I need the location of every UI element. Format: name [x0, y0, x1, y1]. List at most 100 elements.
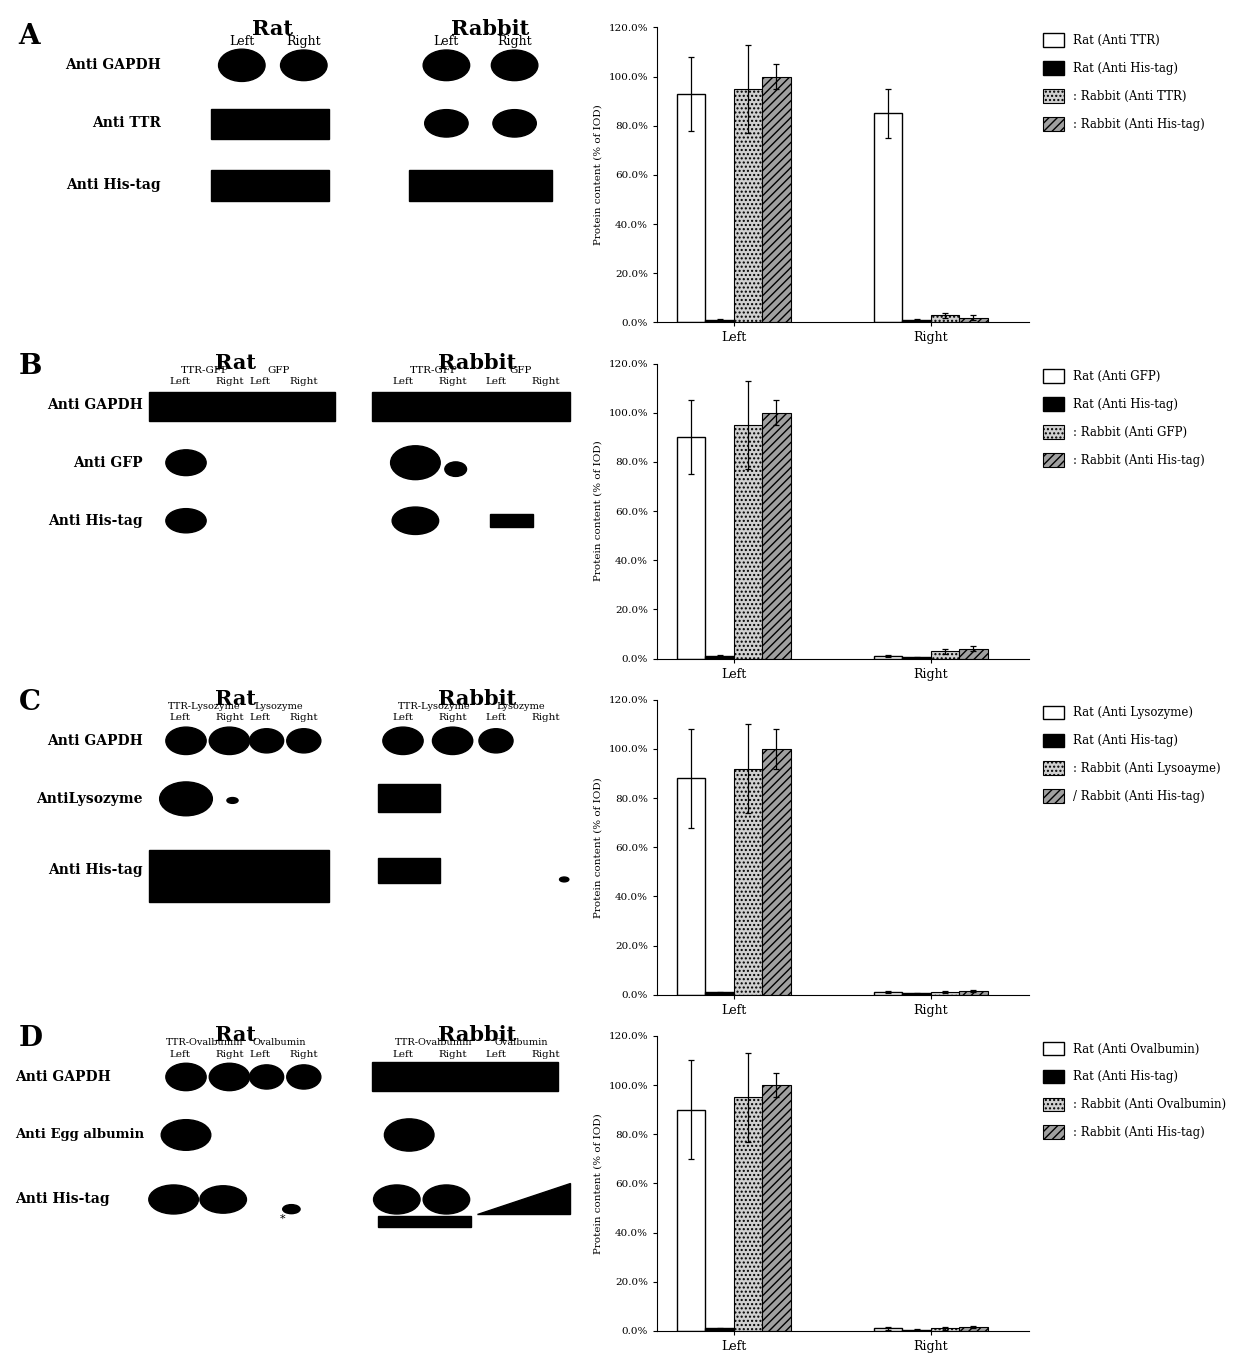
Text: Anti His-tag: Anti His-tag	[48, 863, 143, 877]
Ellipse shape	[149, 1185, 198, 1214]
Bar	[677, 778, 706, 995]
Text: Right: Right	[286, 34, 321, 48]
Text: Anti His-tag: Anti His-tag	[15, 1192, 110, 1206]
Text: Right: Right	[438, 713, 467, 723]
Ellipse shape	[491, 49, 538, 81]
Ellipse shape	[166, 450, 206, 476]
Bar	[931, 316, 960, 322]
Bar	[409, 170, 552, 200]
Text: GFP: GFP	[510, 366, 532, 375]
Ellipse shape	[166, 727, 206, 755]
Ellipse shape	[249, 1065, 284, 1089]
Text: Rat: Rat	[215, 353, 257, 373]
Text: TTR-Ovalbumin: TTR-Ovalbumin	[166, 1039, 243, 1047]
Ellipse shape	[383, 727, 423, 755]
Text: Right: Right	[497, 34, 532, 48]
Text: Right: Right	[289, 1050, 319, 1059]
Text: Anti GAPDH: Anti GAPDH	[15, 1070, 112, 1084]
Text: Left: Left	[393, 713, 413, 723]
Bar	[378, 785, 440, 812]
Text: Rabbit: Rabbit	[438, 1025, 517, 1045]
Bar	[874, 114, 903, 322]
Text: TTR-GFP: TTR-GFP	[181, 366, 228, 375]
Ellipse shape	[280, 49, 327, 81]
Text: Right: Right	[438, 1050, 467, 1059]
Text: Anti GAPDH: Anti GAPDH	[47, 398, 143, 412]
Text: *: *	[279, 1214, 285, 1224]
Ellipse shape	[423, 1185, 470, 1214]
Text: TTR-GFP: TTR-GFP	[410, 366, 458, 375]
Text: Anti His-tag: Anti His-tag	[48, 513, 143, 528]
Text: Right: Right	[215, 713, 244, 723]
Bar	[677, 93, 706, 322]
Legend: Rat (Anti TTR), Rat (Anti His-tag), : Rabbit (Anti TTR), : Rabbit (Anti His-tag): Rat (Anti TTR), Rat (Anti His-tag), : Ra…	[1043, 33, 1205, 130]
Bar	[734, 425, 763, 659]
Bar	[706, 1328, 734, 1331]
Ellipse shape	[445, 462, 466, 476]
Text: Left: Left	[229, 34, 254, 48]
Bar	[763, 749, 791, 995]
Text: Rat: Rat	[252, 19, 294, 38]
Bar	[931, 992, 960, 995]
Text: Right: Right	[289, 377, 319, 387]
Text: Anti GAPDH: Anti GAPDH	[66, 58, 161, 73]
Legend: Rat (Anti GFP), Rat (Anti His-tag), : Rabbit (Anti GFP), : Rabbit (Anti His-tag): Rat (Anti GFP), Rat (Anti His-tag), : Ra…	[1043, 369, 1205, 466]
Bar	[490, 514, 533, 527]
Bar	[960, 317, 987, 322]
Bar	[149, 392, 335, 421]
Text: Rat: Rat	[215, 1025, 257, 1045]
Ellipse shape	[392, 508, 439, 535]
Text: Right: Right	[289, 713, 319, 723]
Text: Left: Left	[486, 377, 506, 387]
Bar	[734, 768, 763, 995]
Text: TTR-Ovalbumin: TTR-Ovalbumin	[396, 1039, 472, 1047]
Text: Right: Right	[215, 1050, 244, 1059]
Bar	[763, 77, 791, 322]
Ellipse shape	[249, 729, 284, 753]
Text: Ovalbumin: Ovalbumin	[252, 1039, 306, 1047]
Bar	[378, 859, 440, 882]
Ellipse shape	[166, 1063, 206, 1091]
Bar	[931, 1328, 960, 1331]
Ellipse shape	[283, 1205, 300, 1214]
Bar	[372, 1062, 558, 1092]
Legend: Rat (Anti Ovalbumin), Rat (Anti His-tag), : Rabbit (Anti Ovalbumin), : Rabbit (A: Rat (Anti Ovalbumin), Rat (Anti His-tag)…	[1043, 1041, 1226, 1139]
Text: Anti Egg albumin: Anti Egg albumin	[15, 1129, 145, 1142]
Ellipse shape	[286, 1065, 321, 1089]
Text: Lysozyme: Lysozyme	[254, 702, 304, 711]
Text: Left: Left	[170, 713, 190, 723]
Bar	[931, 652, 960, 659]
Bar	[706, 992, 734, 995]
Text: Right: Right	[215, 377, 244, 387]
Bar	[960, 991, 987, 995]
Text: Left: Left	[486, 1050, 506, 1059]
Y-axis label: Protein content (% of IOD): Protein content (% of IOD)	[594, 1113, 603, 1254]
Bar	[734, 89, 763, 322]
Y-axis label: Protein content (% of IOD): Protein content (% of IOD)	[594, 104, 603, 246]
Bar	[211, 108, 329, 140]
Text: Rabbit: Rabbit	[438, 353, 517, 373]
Text: Left: Left	[170, 377, 190, 387]
Bar	[960, 649, 987, 659]
Text: Anti GAPDH: Anti GAPDH	[47, 734, 143, 748]
Bar	[372, 392, 570, 421]
Ellipse shape	[479, 729, 513, 753]
Bar	[763, 1085, 791, 1331]
Text: Anti TTR: Anti TTR	[92, 117, 161, 130]
Bar	[706, 320, 734, 322]
Text: A: A	[19, 23, 40, 51]
Text: C: C	[19, 689, 41, 716]
Text: AntiLysozyme: AntiLysozyme	[36, 792, 143, 805]
Ellipse shape	[166, 509, 206, 532]
Ellipse shape	[161, 1120, 211, 1150]
Text: Right: Right	[531, 1050, 560, 1059]
Text: Left: Left	[250, 1050, 270, 1059]
Ellipse shape	[559, 877, 569, 882]
Text: Anti His-tag: Anti His-tag	[67, 177, 161, 192]
Bar	[211, 170, 329, 200]
Ellipse shape	[373, 1185, 420, 1214]
Text: Right: Right	[531, 713, 560, 723]
Ellipse shape	[423, 49, 470, 81]
Text: Left: Left	[250, 713, 270, 723]
Text: TTR-Lysozyme: TTR-Lysozyme	[169, 702, 241, 711]
